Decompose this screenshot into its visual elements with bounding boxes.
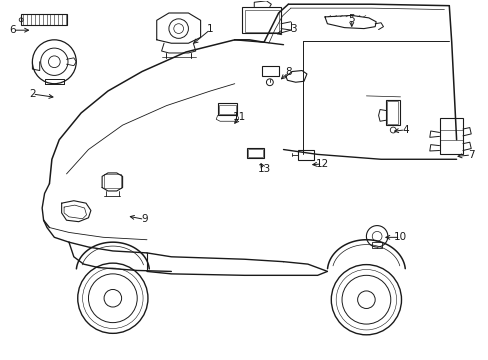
Text: 1: 1 <box>206 24 213 35</box>
Bar <box>371 242 381 248</box>
Bar <box>21 14 67 25</box>
Text: 13: 13 <box>257 164 270 174</box>
Bar <box>104 174 121 188</box>
Bar <box>261 66 278 76</box>
Bar <box>248 149 262 157</box>
Text: 5: 5 <box>348 14 354 24</box>
Text: 12: 12 <box>315 159 328 169</box>
Bar <box>219 105 235 114</box>
Text: 2: 2 <box>29 89 36 99</box>
Bar <box>439 118 462 154</box>
Bar <box>217 103 237 116</box>
Bar <box>386 101 397 124</box>
Text: 9: 9 <box>141 215 147 224</box>
Bar <box>246 148 264 158</box>
Text: 6: 6 <box>10 25 16 35</box>
Text: 8: 8 <box>285 67 291 77</box>
Bar <box>244 10 278 32</box>
Text: 4: 4 <box>401 125 408 135</box>
Bar <box>242 6 281 33</box>
Bar <box>298 149 313 160</box>
Text: 10: 10 <box>393 232 407 242</box>
Text: 3: 3 <box>289 24 296 35</box>
Bar <box>385 100 399 125</box>
Text: 7: 7 <box>467 150 473 160</box>
Text: 11: 11 <box>232 112 246 122</box>
